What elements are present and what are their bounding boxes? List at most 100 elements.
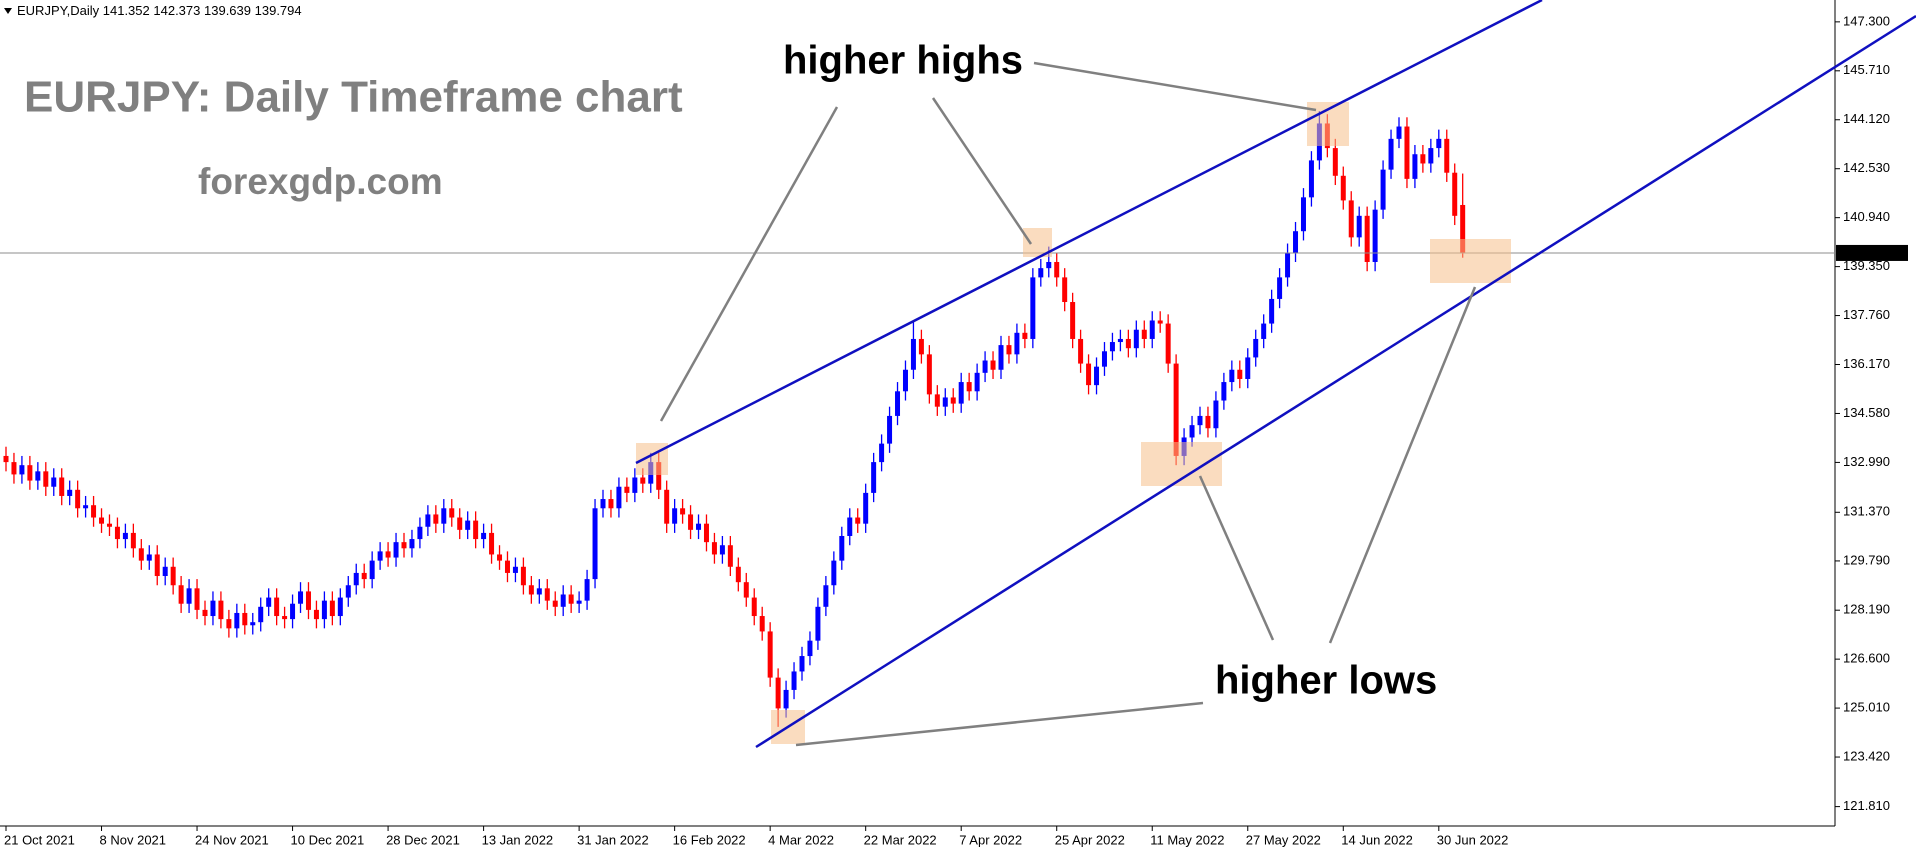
candle-body — [481, 532, 487, 540]
y-tick-label: 123.420 — [1843, 748, 1890, 763]
candle-body — [99, 517, 105, 524]
candle-body — [321, 600, 327, 620]
candle-body — [1308, 160, 1314, 198]
candle-body — [1293, 231, 1299, 253]
candle-body — [719, 545, 725, 555]
candle-body — [154, 554, 160, 577]
candle-body — [1420, 154, 1426, 164]
candle-body — [560, 594, 566, 607]
pointer-line — [1198, 475, 1275, 641]
candle-body — [1101, 351, 1107, 367]
candle-body — [35, 471, 41, 481]
candle-body — [274, 597, 280, 617]
candle-body — [902, 369, 908, 392]
candle-body — [1444, 138, 1450, 173]
y-tick-label: 137.760 — [1843, 307, 1890, 322]
candle-body — [290, 603, 296, 620]
candle-body — [1125, 338, 1131, 349]
candle-body — [43, 471, 49, 487]
candle-body — [218, 600, 224, 620]
candle-body — [465, 520, 471, 530]
candle-body — [19, 465, 25, 475]
candle-body — [656, 462, 662, 490]
candle-body — [751, 597, 757, 617]
candle-body — [1340, 175, 1346, 201]
candle-body — [640, 477, 646, 484]
candle-body — [1054, 261, 1060, 278]
candle-body — [393, 542, 399, 558]
candle-body — [266, 597, 272, 607]
candle-body — [146, 554, 152, 561]
candle-body — [910, 338, 916, 370]
y-tick-label: 125.010 — [1843, 700, 1890, 715]
candle-body — [1364, 215, 1370, 262]
candle-body — [1173, 363, 1179, 456]
candle-body — [759, 616, 765, 632]
candle-body — [616, 486, 622, 509]
symbol: EURJPY,Daily — [17, 3, 100, 18]
candle-body — [847, 517, 853, 536]
y-tick-label: 144.120 — [1843, 111, 1890, 126]
candle-body — [11, 462, 17, 475]
candle-body — [1014, 332, 1020, 355]
x-tick-label: 10 Dec 2021 — [291, 832, 365, 847]
candle-body — [1404, 126, 1410, 179]
y-tick-label: 145.710 — [1843, 62, 1890, 77]
candle-body — [369, 560, 375, 580]
candle-body — [1030, 277, 1036, 339]
candle-body — [990, 360, 996, 370]
candle-body — [1396, 126, 1402, 139]
candle-body — [83, 505, 89, 509]
candle-body — [1261, 323, 1267, 339]
candle-body — [855, 517, 861, 524]
x-tick-label: 13 Jan 2022 — [482, 832, 554, 847]
candle-body — [696, 523, 702, 530]
candle-body — [1149, 320, 1155, 339]
candle-body — [1300, 197, 1306, 232]
candle-body — [823, 585, 829, 607]
candle-body — [512, 566, 518, 573]
candle-body — [887, 415, 893, 444]
y-tick-label: 131.370 — [1843, 504, 1890, 519]
y-tick-label: 129.790 — [1843, 552, 1890, 567]
y-tick-label: 140.940 — [1843, 209, 1890, 224]
y-tick-label: 142.530 — [1843, 160, 1890, 175]
pointer-line — [795, 701, 1204, 747]
x-tick-label: 16 Feb 2022 — [673, 832, 746, 847]
candle-body — [520, 566, 526, 586]
menu-icon[interactable] — [4, 8, 12, 14]
candle-body — [75, 489, 81, 509]
candle-body — [1046, 261, 1052, 269]
candle-body — [504, 560, 510, 573]
y-tick-label: 136.170 — [1843, 356, 1890, 371]
candle-body — [1348, 200, 1354, 238]
candle-body — [1117, 338, 1123, 343]
candle-body — [1109, 342, 1115, 352]
candle-body — [353, 572, 359, 586]
candle-body — [114, 526, 120, 540]
candle-body — [863, 492, 869, 524]
header-low: 139.639 — [204, 3, 251, 18]
candle-body — [457, 517, 463, 530]
candle-body — [982, 360, 988, 373]
x-tick-label: 27 May 2022 — [1246, 832, 1321, 847]
candle-body — [1086, 363, 1092, 386]
candle-body — [703, 523, 709, 543]
candle-body — [1245, 357, 1251, 379]
y-tick-label: 139.350 — [1843, 258, 1890, 273]
highlight-box — [1430, 239, 1511, 283]
candle-body — [1269, 298, 1275, 324]
x-tick-label: 31 Jan 2022 — [577, 832, 649, 847]
candle-body — [528, 585, 534, 595]
candle-body — [1428, 148, 1434, 164]
candle-body — [926, 354, 932, 395]
candle-body — [998, 345, 1004, 370]
candle-body — [258, 606, 264, 623]
candle-body — [632, 477, 638, 493]
header-close: 139.794 — [255, 3, 302, 18]
candle-body — [194, 588, 200, 610]
candle-body — [1388, 138, 1394, 170]
candle-body — [305, 591, 311, 610]
candle-body — [934, 394, 940, 407]
